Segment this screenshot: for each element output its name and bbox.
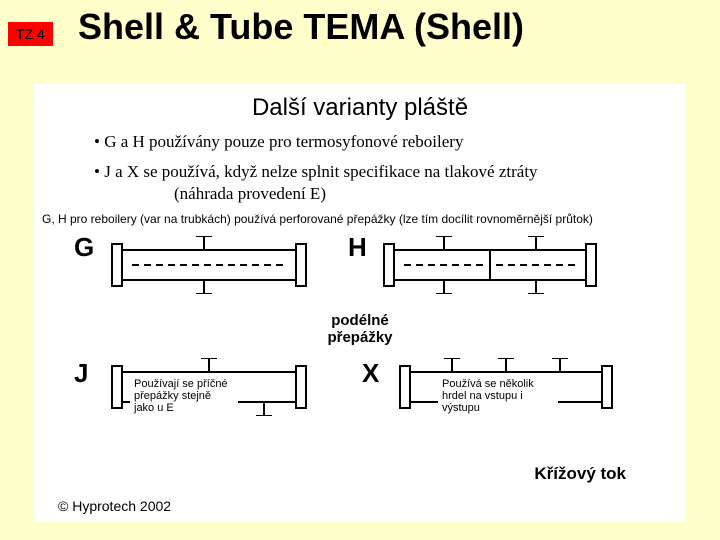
slide-badge: TZ 4 bbox=[8, 22, 53, 46]
label-j: J bbox=[74, 358, 88, 389]
cross-flow-label: Křížový tok bbox=[534, 464, 626, 484]
diagram-g bbox=[104, 236, 314, 294]
content-panel: Další varianty pláště • G a H používány … bbox=[34, 84, 686, 522]
copyright: © Hyprotech 2002 bbox=[58, 498, 171, 514]
label-g: G bbox=[74, 232, 94, 263]
bullet-1: • G a H používány pouze pro termosyfonov… bbox=[94, 132, 626, 152]
label-h: H bbox=[348, 232, 367, 263]
slide-title: Shell & Tube TEMA (Shell) bbox=[78, 6, 524, 48]
bullet-2: • J a X se používá, když nelze splnit sp… bbox=[94, 162, 626, 182]
label-x: X bbox=[362, 358, 379, 389]
mid-label: podélné přepážky bbox=[300, 312, 420, 346]
x-note: Používá se několik hrdel na vstupu i výs… bbox=[438, 376, 558, 416]
diagram-row-jx: J Používají se příčné přepážky stejně ja… bbox=[34, 352, 686, 426]
diagram-h bbox=[376, 236, 604, 294]
bullet-2b: (náhrada provedení E) bbox=[174, 184, 626, 204]
diagram-row-gh: G H bbox=[34, 230, 686, 310]
subtitle: Další varianty pláště bbox=[34, 94, 686, 122]
j-note: Používají se příčné přepážky stejně jako… bbox=[130, 376, 238, 416]
footnote: G, H pro reboilery (var na trubkách) pou… bbox=[42, 212, 678, 226]
